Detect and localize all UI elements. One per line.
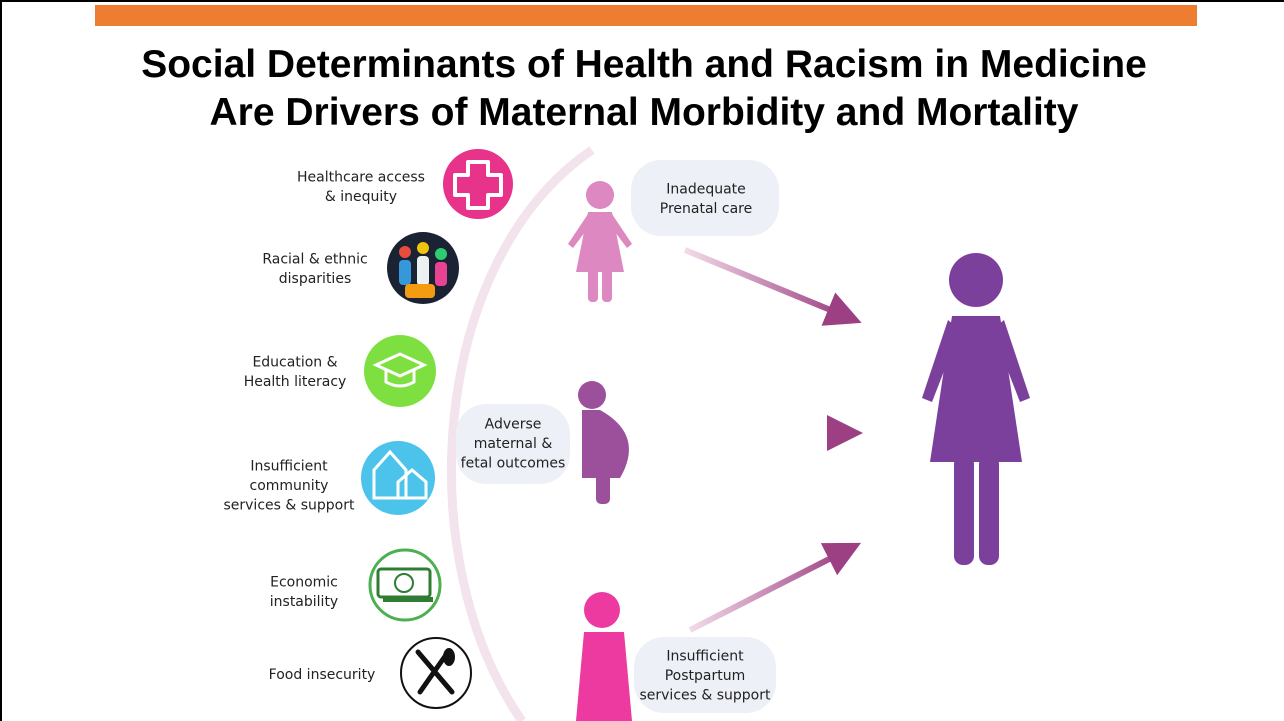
title-line: Are Drivers of Maternal Morbidity and Mo… [210,91,1079,134]
determinant-label: Healthcare access [297,169,425,185]
determinant-label: instability [270,594,338,610]
outcome-label: maternal & [474,436,553,452]
outcome-label: Adverse [485,417,542,433]
determinant-label: community [250,478,329,494]
determinant-label: Health literacy [244,374,347,390]
icon-food [401,638,471,708]
icon-healthcare [443,149,513,219]
determinant-label: Food insecurity [269,667,376,683]
icon-community [361,441,435,515]
slide: Social Determinants of Health and Racism… [0,0,1284,721]
determinant-label: disparities [279,271,351,287]
outcome-label: services & support [639,688,771,704]
icon-economic [370,550,440,620]
bubble [631,160,779,236]
outcome-label: fetal outcomes [461,456,566,472]
determinant-label: Insufficient [250,459,328,475]
outcome-label: Postpartum [665,668,746,684]
determinant-label: Education & [252,354,337,370]
title-line: Social Determinants of Health and Racism… [141,43,1147,86]
icon-education [364,335,436,407]
accent-bar [95,5,1197,26]
determinant-label: Economic [270,574,338,590]
determinant-label: services & support [223,498,355,514]
outcome-label: Prenatal care [660,201,752,217]
outcome-label: Insufficient [666,649,744,665]
icon-racial [387,232,459,304]
determinant-label: Racial & ethnic [262,251,367,267]
outcome-label: Inadequate [666,181,746,197]
determinant-label: & inequity [325,189,397,205]
